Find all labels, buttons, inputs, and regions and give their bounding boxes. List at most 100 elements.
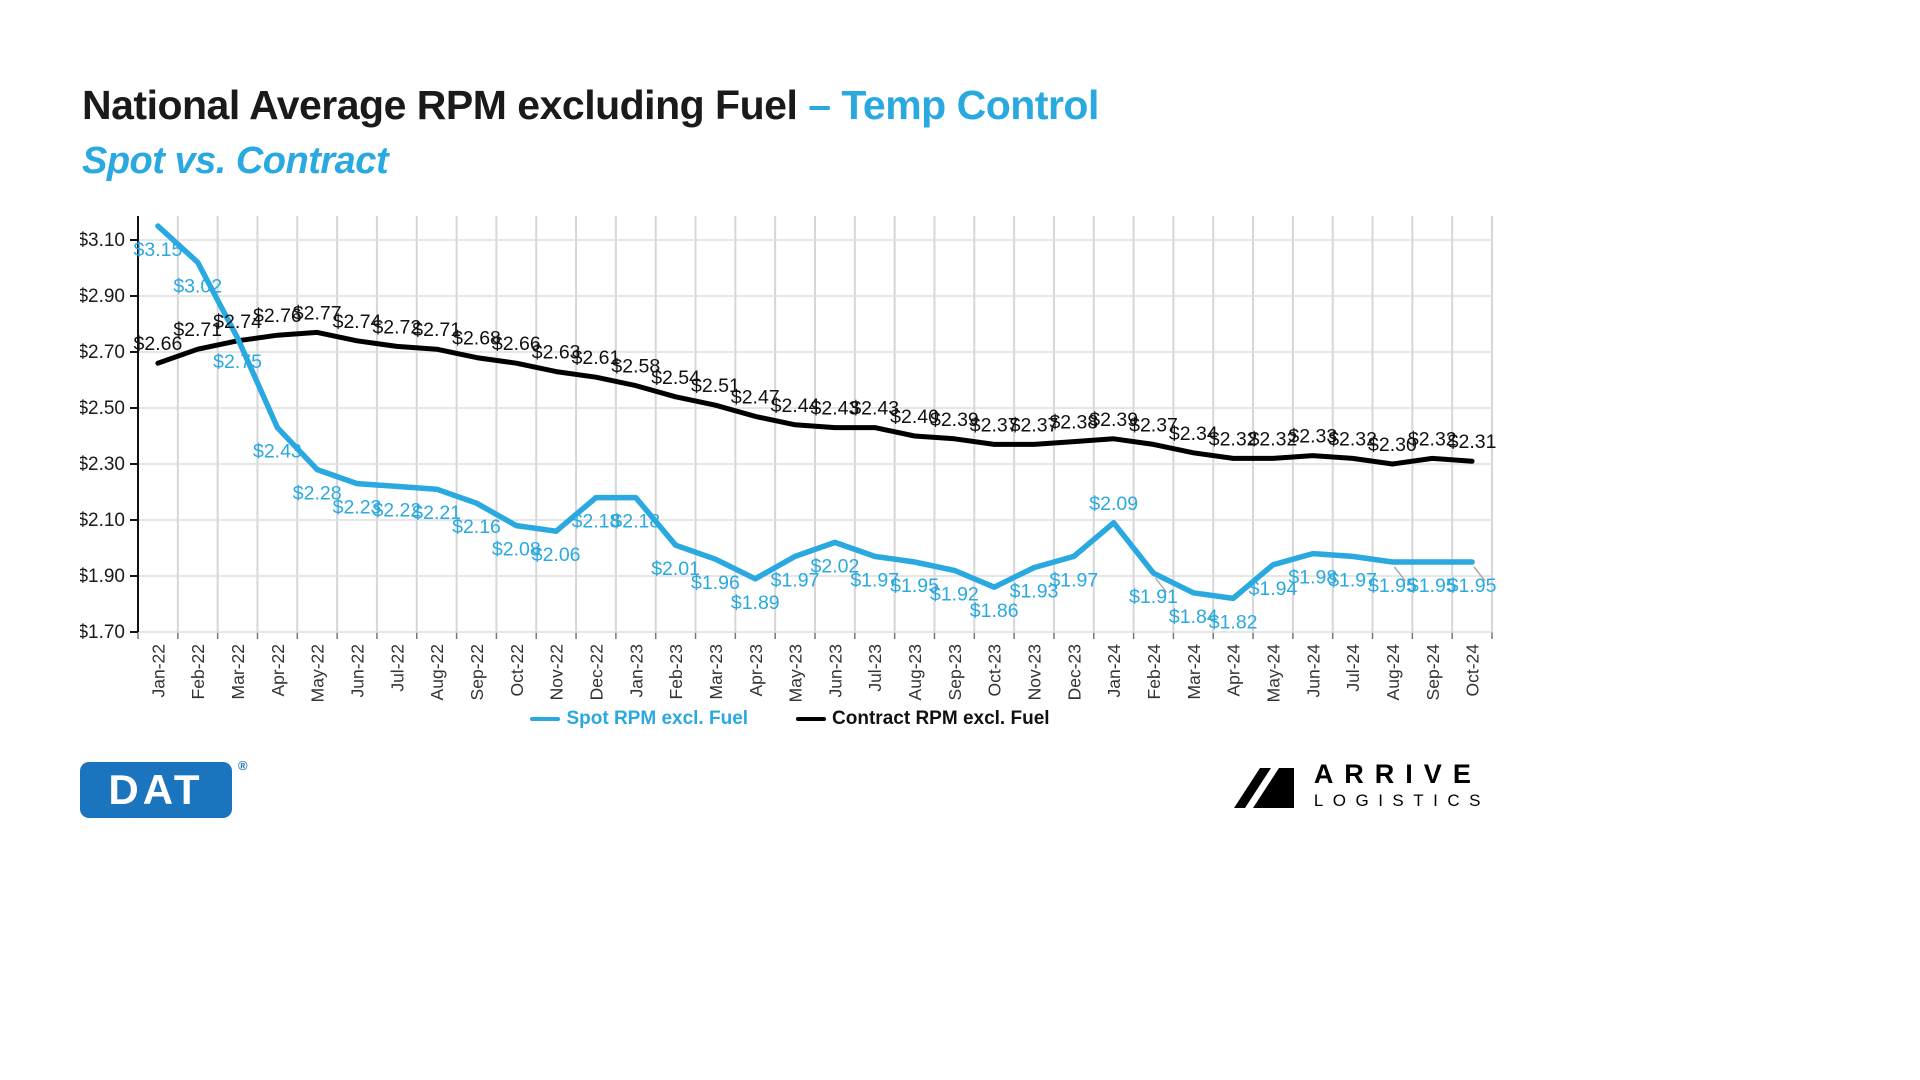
x-axis-month-label: Apr-22 xyxy=(268,644,288,697)
legend-item-contract: Contract RPM excl. Fuel xyxy=(796,708,1050,730)
dat-logo-text: DAT xyxy=(108,766,204,813)
x-axis-month-label: Jul-23 xyxy=(865,644,885,692)
y-tick-label: $3.10 xyxy=(80,230,125,251)
arrive-logistics-logo: ARRIVE LOGISTICS xyxy=(1232,760,1490,810)
chart-canvas: $3.10 $2.90 $2.70 $2.50 $2.30 $2.10 $1.90 $1.70… xyxy=(77,216,1497,703)
contract-data-label: $2.72 xyxy=(372,316,421,338)
x-axis-month-label: Oct-22 xyxy=(507,644,527,697)
contract-data-label: $2.71 xyxy=(173,319,222,341)
spot-data-label: $2.06 xyxy=(532,544,581,566)
y-tick-label: $2.50 xyxy=(80,398,125,419)
spot-data-label: $2.21 xyxy=(412,502,461,524)
page-title-main: National Average RPM excluding Fuel xyxy=(82,82,809,128)
x-axis-month-label: Oct-24 xyxy=(1463,644,1483,697)
page-title-highlight: – Temp Control xyxy=(808,82,1099,128)
x-axis-month-label: Jun-24 xyxy=(1303,644,1323,698)
x-axis-month-label: Jan-22 xyxy=(148,644,168,698)
spot-data-label: $1.98 xyxy=(1288,567,1337,589)
contract-data-label: $2.47 xyxy=(731,386,780,408)
contract-data-label: $2.37 xyxy=(1010,414,1059,436)
x-axis-month-label: Aug-23 xyxy=(905,644,925,700)
spot-data-label: $1.97 xyxy=(771,569,820,591)
dat-logo: DAT xyxy=(80,762,232,818)
contract-data-label: $2.37 xyxy=(1129,414,1178,436)
x-axis-month-label: May-22 xyxy=(308,644,328,702)
page-subtitle: Spot vs. Contract xyxy=(82,140,389,182)
contract-data-label: $2.63 xyxy=(532,342,581,364)
contract-data-label: $2.76 xyxy=(253,305,302,327)
label-leader-line xyxy=(1154,577,1168,593)
spot-data-label: $2.01 xyxy=(651,558,700,580)
x-axis-month-label: Jan-23 xyxy=(626,644,646,698)
spot-data-label: $1.82 xyxy=(1209,611,1258,633)
spot-data-label: $1.89 xyxy=(731,592,780,614)
contract-data-label: $2.77 xyxy=(293,302,342,324)
spot-data-label: $1.97 xyxy=(1328,569,1377,591)
legend-item-spot: Spot RPM excl. Fuel xyxy=(530,708,748,730)
y-tick-label: $2.10 xyxy=(80,510,125,531)
x-axis-month-label: Mar-23 xyxy=(706,644,726,699)
contract-data-label: $2.74 xyxy=(333,311,382,333)
spot-data-label: $2.18 xyxy=(611,511,660,533)
contract-data-label: $2.34 xyxy=(1169,423,1218,445)
x-axis-month-label: May-24 xyxy=(1263,644,1283,703)
spot-data-label: $2.43 xyxy=(253,441,302,463)
spot-data-label: $1.95 xyxy=(1368,575,1417,597)
spot-data-label: $1.86 xyxy=(970,600,1019,622)
x-axis-month-label: Jun-22 xyxy=(348,644,368,698)
x-axis-month-label: Mar-22 xyxy=(228,644,248,699)
x-axis-month-label: Mar-24 xyxy=(1184,644,1204,700)
contract-data-label: $2.43 xyxy=(811,398,860,420)
spot-data-label: $1.95 xyxy=(1408,575,1457,597)
contract-data-label: $2.43 xyxy=(850,398,899,420)
x-axis-month-label: Feb-24 xyxy=(1144,644,1164,700)
spot-data-label: $2.08 xyxy=(492,539,541,561)
spot-data-label: $1.95 xyxy=(1448,575,1497,597)
label-leader-line xyxy=(1473,566,1486,582)
x-axis-month-label: Feb-22 xyxy=(188,644,208,699)
rpm-line-chart: $3.10 $2.90 $2.70 $2.50 $2.30 $2.10 $1.90 $1.70… xyxy=(77,212,1500,710)
legend-label-spot: Spot RPM excl. Fuel xyxy=(566,708,749,729)
contract-data-label: $2.58 xyxy=(611,356,660,378)
contract-data-label: $2.66 xyxy=(492,333,541,355)
contract-data-label: $2.68 xyxy=(452,328,501,350)
x-axis-month-label: Sep-23 xyxy=(945,644,965,700)
x-axis-month-label: May-23 xyxy=(786,644,806,702)
contract-data-label: $2.32 xyxy=(1209,428,1258,450)
spot-data-label: $3.15 xyxy=(134,239,183,261)
contract-data-label: $2.44 xyxy=(771,395,820,417)
spot-data-label: $1.94 xyxy=(1249,578,1298,600)
spot-series-line xyxy=(155,223,1475,602)
contract-data-label: $2.33 xyxy=(1288,426,1337,448)
x-axis-month-label: Jun-23 xyxy=(825,644,845,698)
y-tick-label: $1.70 xyxy=(80,622,125,643)
x-axis-month-label: Nov-23 xyxy=(1025,644,1045,700)
contract-series-line xyxy=(155,329,1475,467)
contract-data-label: $2.32 xyxy=(1408,428,1457,450)
x-axis-month-label: Dec-22 xyxy=(586,644,606,700)
spot-data-label: $2.18 xyxy=(572,511,621,533)
arrive-logo-text: ARRIVE LOGISTICS xyxy=(1313,759,1490,810)
x-axis-month-label: Jul-22 xyxy=(387,644,407,692)
x-axis-month-label: Jul-24 xyxy=(1343,644,1363,692)
spot-data-label: $2.28 xyxy=(293,483,342,505)
spot-data-label: $2.75 xyxy=(213,351,262,373)
contract-data-label: $2.74 xyxy=(213,311,262,333)
spot-data-label: $2.23 xyxy=(333,497,382,519)
spot-data-label: $1.97 xyxy=(1049,569,1098,591)
contract-data-label: $2.66 xyxy=(134,333,183,355)
y-tick-label: $2.30 xyxy=(80,454,125,475)
contract-data-label: $2.32 xyxy=(1249,428,1298,450)
contract-data-label: $2.51 xyxy=(691,375,740,397)
contract-data-label: $2.71 xyxy=(412,319,461,341)
label-leader-line xyxy=(1393,566,1407,582)
x-axis-month-label: Apr-23 xyxy=(746,644,766,697)
arrive-wordmark: ARRIVE xyxy=(1313,759,1482,789)
contract-data-label: $2.39 xyxy=(1089,409,1138,431)
contract-data-label: $2.38 xyxy=(1049,412,1098,434)
spot-data-label: $2.22 xyxy=(372,499,421,521)
y-tick-label: $2.70 xyxy=(80,342,125,363)
spot-data-label: $1.97 xyxy=(850,569,899,591)
spot-data-label: $2.09 xyxy=(1089,493,1138,515)
spot-data-label: $1.84 xyxy=(1169,606,1218,628)
